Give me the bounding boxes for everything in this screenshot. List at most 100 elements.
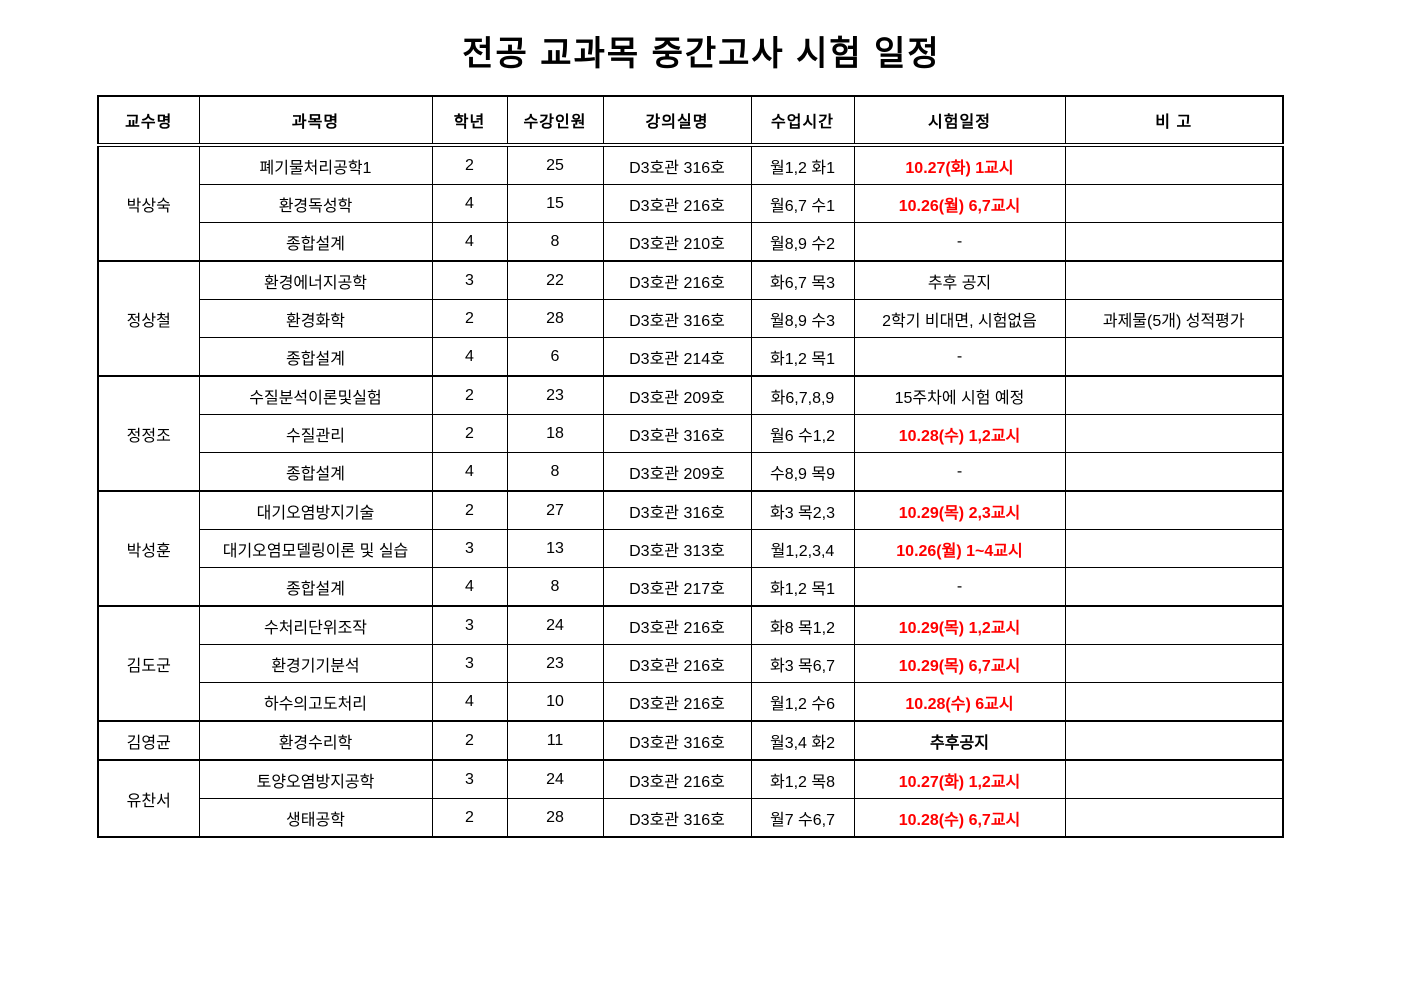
classroom-cell: D3호관 216호 xyxy=(602,184,752,223)
students-cell: 28 xyxy=(506,299,604,338)
table-row: 종합설계 4 8 D3호관 210호 월8,9 수2- xyxy=(98,222,1284,262)
classroom-cell: D3호관 217호 xyxy=(602,567,752,607)
class-time-cell: 화6,7,8,9 xyxy=(750,375,855,415)
year-cell: 2 xyxy=(431,490,508,530)
class-time-cell: 화1,2 목8 xyxy=(750,759,855,799)
class-time-cell: 월3,4 화2 xyxy=(750,720,855,761)
table-row: 종합설계 4 6 D3호관 214호 화1,2 목1- xyxy=(98,337,1284,377)
table-row: 정정조 수질분석이론및실험 2 23 D3호관 209호 화6,7,8,9 15주차에 시험… xyxy=(97,375,1284,492)
note-cell xyxy=(1064,222,1284,262)
note-cell xyxy=(1064,529,1284,568)
subject-cell: 환경에너지공학 xyxy=(198,260,433,300)
note-cell xyxy=(1064,682,1284,722)
table-row: 환경기기분석 3 23 D3호관 216호 화3 목6,7 10.29(목) 6,7교시 xyxy=(98,644,1284,683)
year-cell: 2 xyxy=(431,720,508,761)
professor-name-cell: 김영균 xyxy=(97,720,200,761)
year-cell: 3 xyxy=(431,759,508,799)
subject-cell: 수처리단위조작 xyxy=(198,605,433,645)
exam-schedule-cell: 10.27(화) 1교시 xyxy=(853,144,1066,185)
classroom-cell: D3호관 216호 xyxy=(602,682,752,722)
subject-cell: 환경독성학 xyxy=(198,184,433,223)
year-cell: 4 xyxy=(431,682,508,722)
professor-name-cell: 박성훈 xyxy=(97,490,200,607)
header-professor: 교수명 xyxy=(97,95,200,147)
professor-name-cell: 정정조 xyxy=(97,375,200,492)
students-cell: 27 xyxy=(506,490,604,530)
classroom-cell: D3호관 216호 xyxy=(602,644,752,683)
exam-schedule-cell: 10.28(수) 6교시 xyxy=(853,682,1066,722)
table-header-row: 교수명 과목명 학년 수강인원 강의실명 수업시간 시험일정 비 고 xyxy=(97,95,1284,147)
class-time-cell: 화8 목1,2 xyxy=(750,605,855,645)
header-room: 강의실명 xyxy=(602,95,752,147)
class-time-cell: 화3 목6,7 xyxy=(750,644,855,683)
subject-cell: 환경화학 xyxy=(198,299,433,338)
students-cell: 6 xyxy=(506,337,604,377)
exam-schedule-cell: 10.29(목) 6,7교시 xyxy=(853,644,1066,683)
year-cell: 4 xyxy=(431,567,508,607)
classroom-cell: D3호관 316호 xyxy=(602,299,752,338)
students-cell: 23 xyxy=(506,375,604,415)
note-cell xyxy=(1064,798,1284,838)
subject-cell: 종합설계 xyxy=(198,567,433,607)
classroom-cell: D3호관 214호 xyxy=(602,337,752,377)
exam-schedule-cell: 10.28(수) 6,7교시 xyxy=(853,798,1066,838)
page-title: 전공 교과목 중간고사 시험 일정 xyxy=(462,35,941,73)
classroom-cell: D3호관 216호 xyxy=(602,605,752,645)
classroom-cell: D3호관 316호 xyxy=(602,490,752,530)
table-row: 생태공학 2 28 D3호관 316호 월7 수6,7 10.28(수) 6,7교시 xyxy=(98,798,1284,838)
classroom-cell: D3호관 316호 xyxy=(602,144,752,185)
students-cell: 23 xyxy=(506,644,604,683)
subject-cell: 종합설계 xyxy=(198,337,433,377)
students-cell: 15 xyxy=(506,184,604,223)
note-cell xyxy=(1064,720,1284,761)
students-cell: 28 xyxy=(506,798,604,838)
class-time-cell: 월1,2 화1 xyxy=(750,144,855,185)
exam-schedule-table: 교수명 과목명 학년 수강인원 강의실명 수업시간 시험일정 비 고 박상숙 폐기… xyxy=(97,95,1284,838)
year-cell: 2 xyxy=(431,798,508,838)
exam-schedule-cell: 10.28(수) 1,2교시 xyxy=(853,414,1066,453)
note-cell xyxy=(1064,644,1284,683)
class-time-cell: 화1,2 목1 xyxy=(750,337,855,377)
table-row: 환경화학 2 28 D3호관 316호 월8,9 수3 2학기 비대면, 시험없음 과제물(… xyxy=(98,299,1284,338)
exam-schedule-cell: 2학기 비대면, 시험없음 xyxy=(853,299,1066,338)
note-cell: 과제물(5개) 성적평가 xyxy=(1064,299,1284,338)
note-cell xyxy=(1064,490,1284,530)
students-cell: 11 xyxy=(506,720,604,761)
class-time-cell: 월1,2 수6 xyxy=(750,682,855,722)
students-cell: 8 xyxy=(506,452,604,492)
class-time-cell: 월6 수1,2 xyxy=(750,414,855,453)
subject-cell: 대기오염방지기술 xyxy=(198,490,433,530)
table-row: 박성훈 대기오염방지기술 2 27 D3호관 316호 화3 목2,3 10.29(목) 2… xyxy=(97,490,1284,607)
exam-schedule-cell: 15주차에 시험 예정 xyxy=(853,375,1066,415)
class-time-cell: 월7 수6,7 xyxy=(750,798,855,838)
header-students: 수강인원 xyxy=(506,95,604,147)
classroom-cell: D3호관 316호 xyxy=(602,798,752,838)
table-row: 김도군 수처리단위조작 3 24 D3호관 216호 화8 목1,2 10.29(목) 1,… xyxy=(97,605,1284,722)
classroom-cell: D3호관 316호 xyxy=(602,720,752,761)
header-exam: 시험일정 xyxy=(853,95,1066,147)
class-time-cell: 월8,9 수2 xyxy=(750,222,855,262)
schedule-body: 박상숙 폐기물처리공학1 2 25 D3호관 316호 월1,2 화1 10.27(화) 1… xyxy=(97,144,1284,838)
note-cell xyxy=(1064,144,1284,185)
professor-name-cell: 김도군 xyxy=(97,605,200,722)
year-cell: 4 xyxy=(431,337,508,377)
classroom-cell: D3호관 216호 xyxy=(602,260,752,300)
subject-cell: 수질분석이론및실험 xyxy=(198,375,433,415)
exam-schedule-cell: 10.26(월) 1~4교시 xyxy=(853,529,1066,568)
year-cell: 3 xyxy=(431,260,508,300)
note-cell xyxy=(1064,184,1284,223)
year-cell: 3 xyxy=(431,605,508,645)
exam-schedule-cell: 10.29(목) 2,3교시 xyxy=(853,490,1066,530)
exam-schedule-cell: - xyxy=(853,452,1066,492)
year-cell: 2 xyxy=(431,414,508,453)
year-cell: 4 xyxy=(431,184,508,223)
classroom-cell: D3호관 209호 xyxy=(602,452,752,492)
year-cell: 3 xyxy=(431,529,508,568)
exam-schedule-cell: 10.29(목) 1,2교시 xyxy=(853,605,1066,645)
exam-schedule-cell: - xyxy=(853,337,1066,377)
note-cell xyxy=(1064,375,1284,415)
note-cell xyxy=(1064,759,1284,799)
note-cell xyxy=(1064,605,1284,645)
exam-schedule-cell: 10.26(월) 6,7교시 xyxy=(853,184,1066,223)
note-cell xyxy=(1064,260,1284,300)
